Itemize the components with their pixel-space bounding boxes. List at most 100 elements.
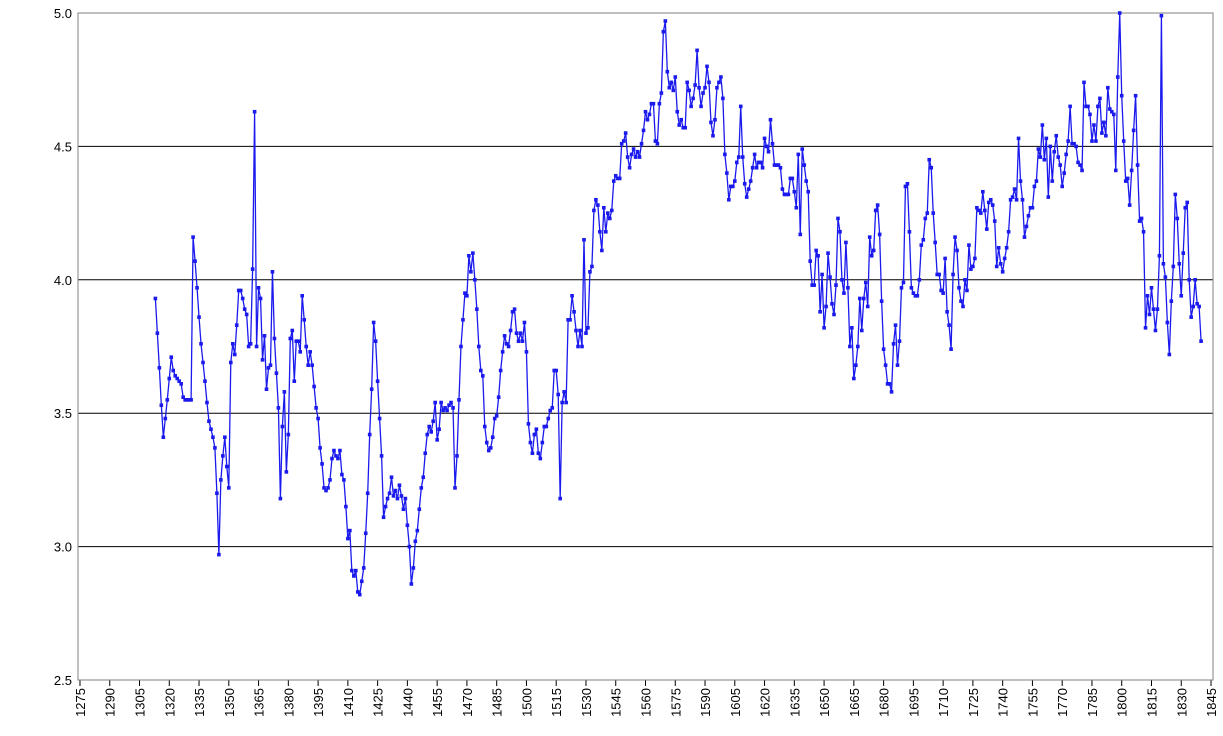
data-point	[1032, 184, 1037, 189]
data-point	[544, 424, 549, 429]
data-point	[615, 176, 620, 181]
data-point	[482, 424, 487, 429]
data-point	[375, 379, 380, 383]
data-point	[518, 331, 523, 335]
data-point	[276, 406, 281, 410]
data-point	[175, 376, 180, 381]
data-point	[238, 288, 243, 293]
data-point	[663, 19, 668, 23]
data-point	[913, 294, 918, 298]
data-point	[395, 496, 400, 501]
data-point	[703, 85, 707, 90]
data-point	[846, 286, 850, 290]
data-point	[677, 123, 682, 127]
x-tick-label: 1785	[1085, 688, 1100, 717]
data-point	[582, 237, 586, 242]
data-point	[605, 211, 610, 215]
data-point	[211, 435, 215, 440]
data-point	[1026, 213, 1031, 218]
x-tick-label: 1470	[460, 688, 475, 717]
data-point	[667, 85, 672, 90]
data-point	[278, 496, 283, 501]
data-point	[937, 272, 941, 277]
data-point	[673, 75, 678, 79]
data-point	[282, 390, 287, 394]
data-point	[330, 456, 334, 461]
data-point	[754, 165, 759, 170]
data-point	[917, 278, 922, 282]
data-point	[558, 496, 562, 501]
data-point	[320, 462, 324, 466]
data-point	[635, 149, 640, 154]
data-point	[639, 141, 644, 146]
data-point	[367, 432, 372, 437]
data-point	[407, 544, 412, 549]
data-point	[215, 491, 219, 496]
data-point	[988, 197, 993, 202]
data-point	[863, 280, 868, 285]
data-point	[903, 184, 908, 189]
data-point	[385, 496, 390, 501]
data-point	[687, 88, 691, 93]
data-point	[1028, 205, 1033, 210]
data-point	[784, 192, 789, 197]
data-point	[332, 448, 336, 453]
data-point	[1048, 144, 1053, 149]
data-point	[580, 344, 584, 349]
data-point	[536, 451, 541, 456]
x-tick-label: 1485	[490, 688, 505, 717]
data-point	[867, 235, 872, 239]
data-point	[955, 248, 959, 253]
data-point	[266, 366, 271, 370]
data-point	[768, 117, 773, 122]
data-point	[1068, 104, 1072, 109]
data-point	[939, 288, 943, 293]
x-tick-label: 1770	[1055, 688, 1070, 717]
data-point	[683, 125, 687, 130]
data-point	[1038, 155, 1043, 159]
data-point	[786, 192, 791, 197]
data-point	[393, 488, 398, 493]
data-point	[353, 568, 358, 573]
data-point	[1139, 216, 1144, 221]
data-point	[453, 486, 457, 490]
data-point	[961, 304, 965, 309]
data-point	[935, 272, 939, 277]
data-point	[167, 376, 172, 381]
data-point	[391, 494, 396, 498]
data-point	[697, 85, 701, 90]
data-point	[734, 160, 739, 165]
data-point	[306, 363, 310, 367]
data-point	[1086, 104, 1090, 109]
data-point	[685, 80, 689, 85]
x-tick-label: 1290	[103, 688, 118, 717]
data-point	[171, 368, 176, 373]
data-point	[625, 155, 630, 159]
data-point	[242, 307, 247, 311]
data-point	[1175, 216, 1180, 221]
data-point	[207, 419, 211, 424]
x-tick-label: 1530	[579, 688, 594, 717]
data-point	[512, 307, 517, 311]
data-point	[1161, 261, 1166, 266]
data-point	[971, 264, 975, 269]
data-point	[272, 336, 277, 341]
data-point	[790, 176, 795, 181]
data-point	[953, 235, 957, 239]
data-point	[796, 152, 801, 157]
data-point	[1135, 163, 1140, 167]
data-point	[1082, 80, 1086, 85]
data-point	[342, 478, 346, 482]
data-point	[576, 344, 580, 349]
data-point	[379, 454, 384, 458]
data-point	[794, 205, 799, 210]
data-point	[361, 566, 366, 570]
data-point	[834, 283, 838, 287]
data-point	[909, 286, 914, 290]
data-point	[963, 278, 967, 282]
data-point	[723, 152, 727, 157]
data-point	[419, 486, 424, 490]
data-point	[1008, 197, 1013, 202]
data-point	[433, 400, 437, 405]
data-point	[873, 208, 878, 213]
